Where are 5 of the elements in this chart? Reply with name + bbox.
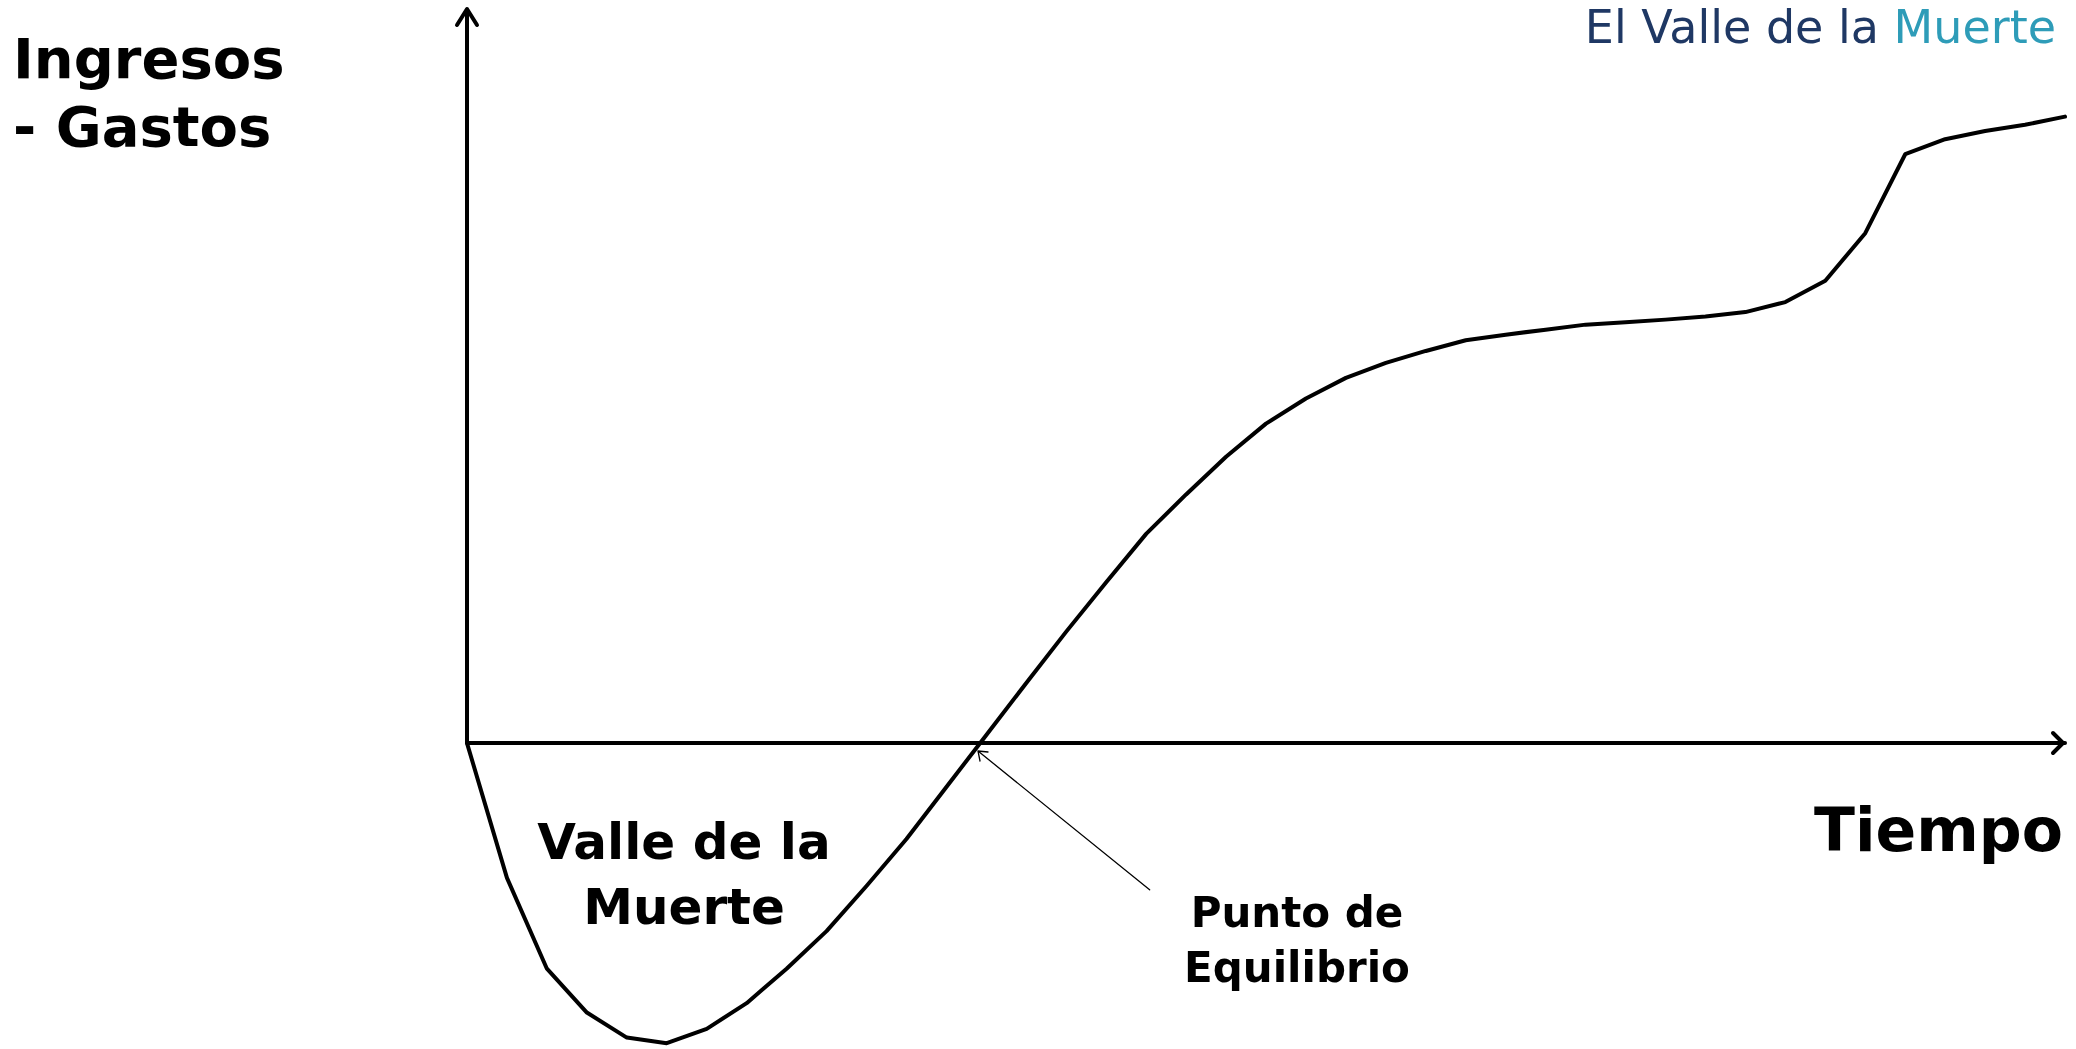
annotation: Valle de la Muerte (537, 812, 831, 936)
chart-title: El Valle de la Muerte (1584, 0, 2057, 54)
x-axis-title: Tiempo (1814, 795, 2064, 865)
annotation: Punto de Equilibrio (1184, 888, 1410, 992)
y-axis-title: Ingresos - Gastos (13, 25, 285, 159)
